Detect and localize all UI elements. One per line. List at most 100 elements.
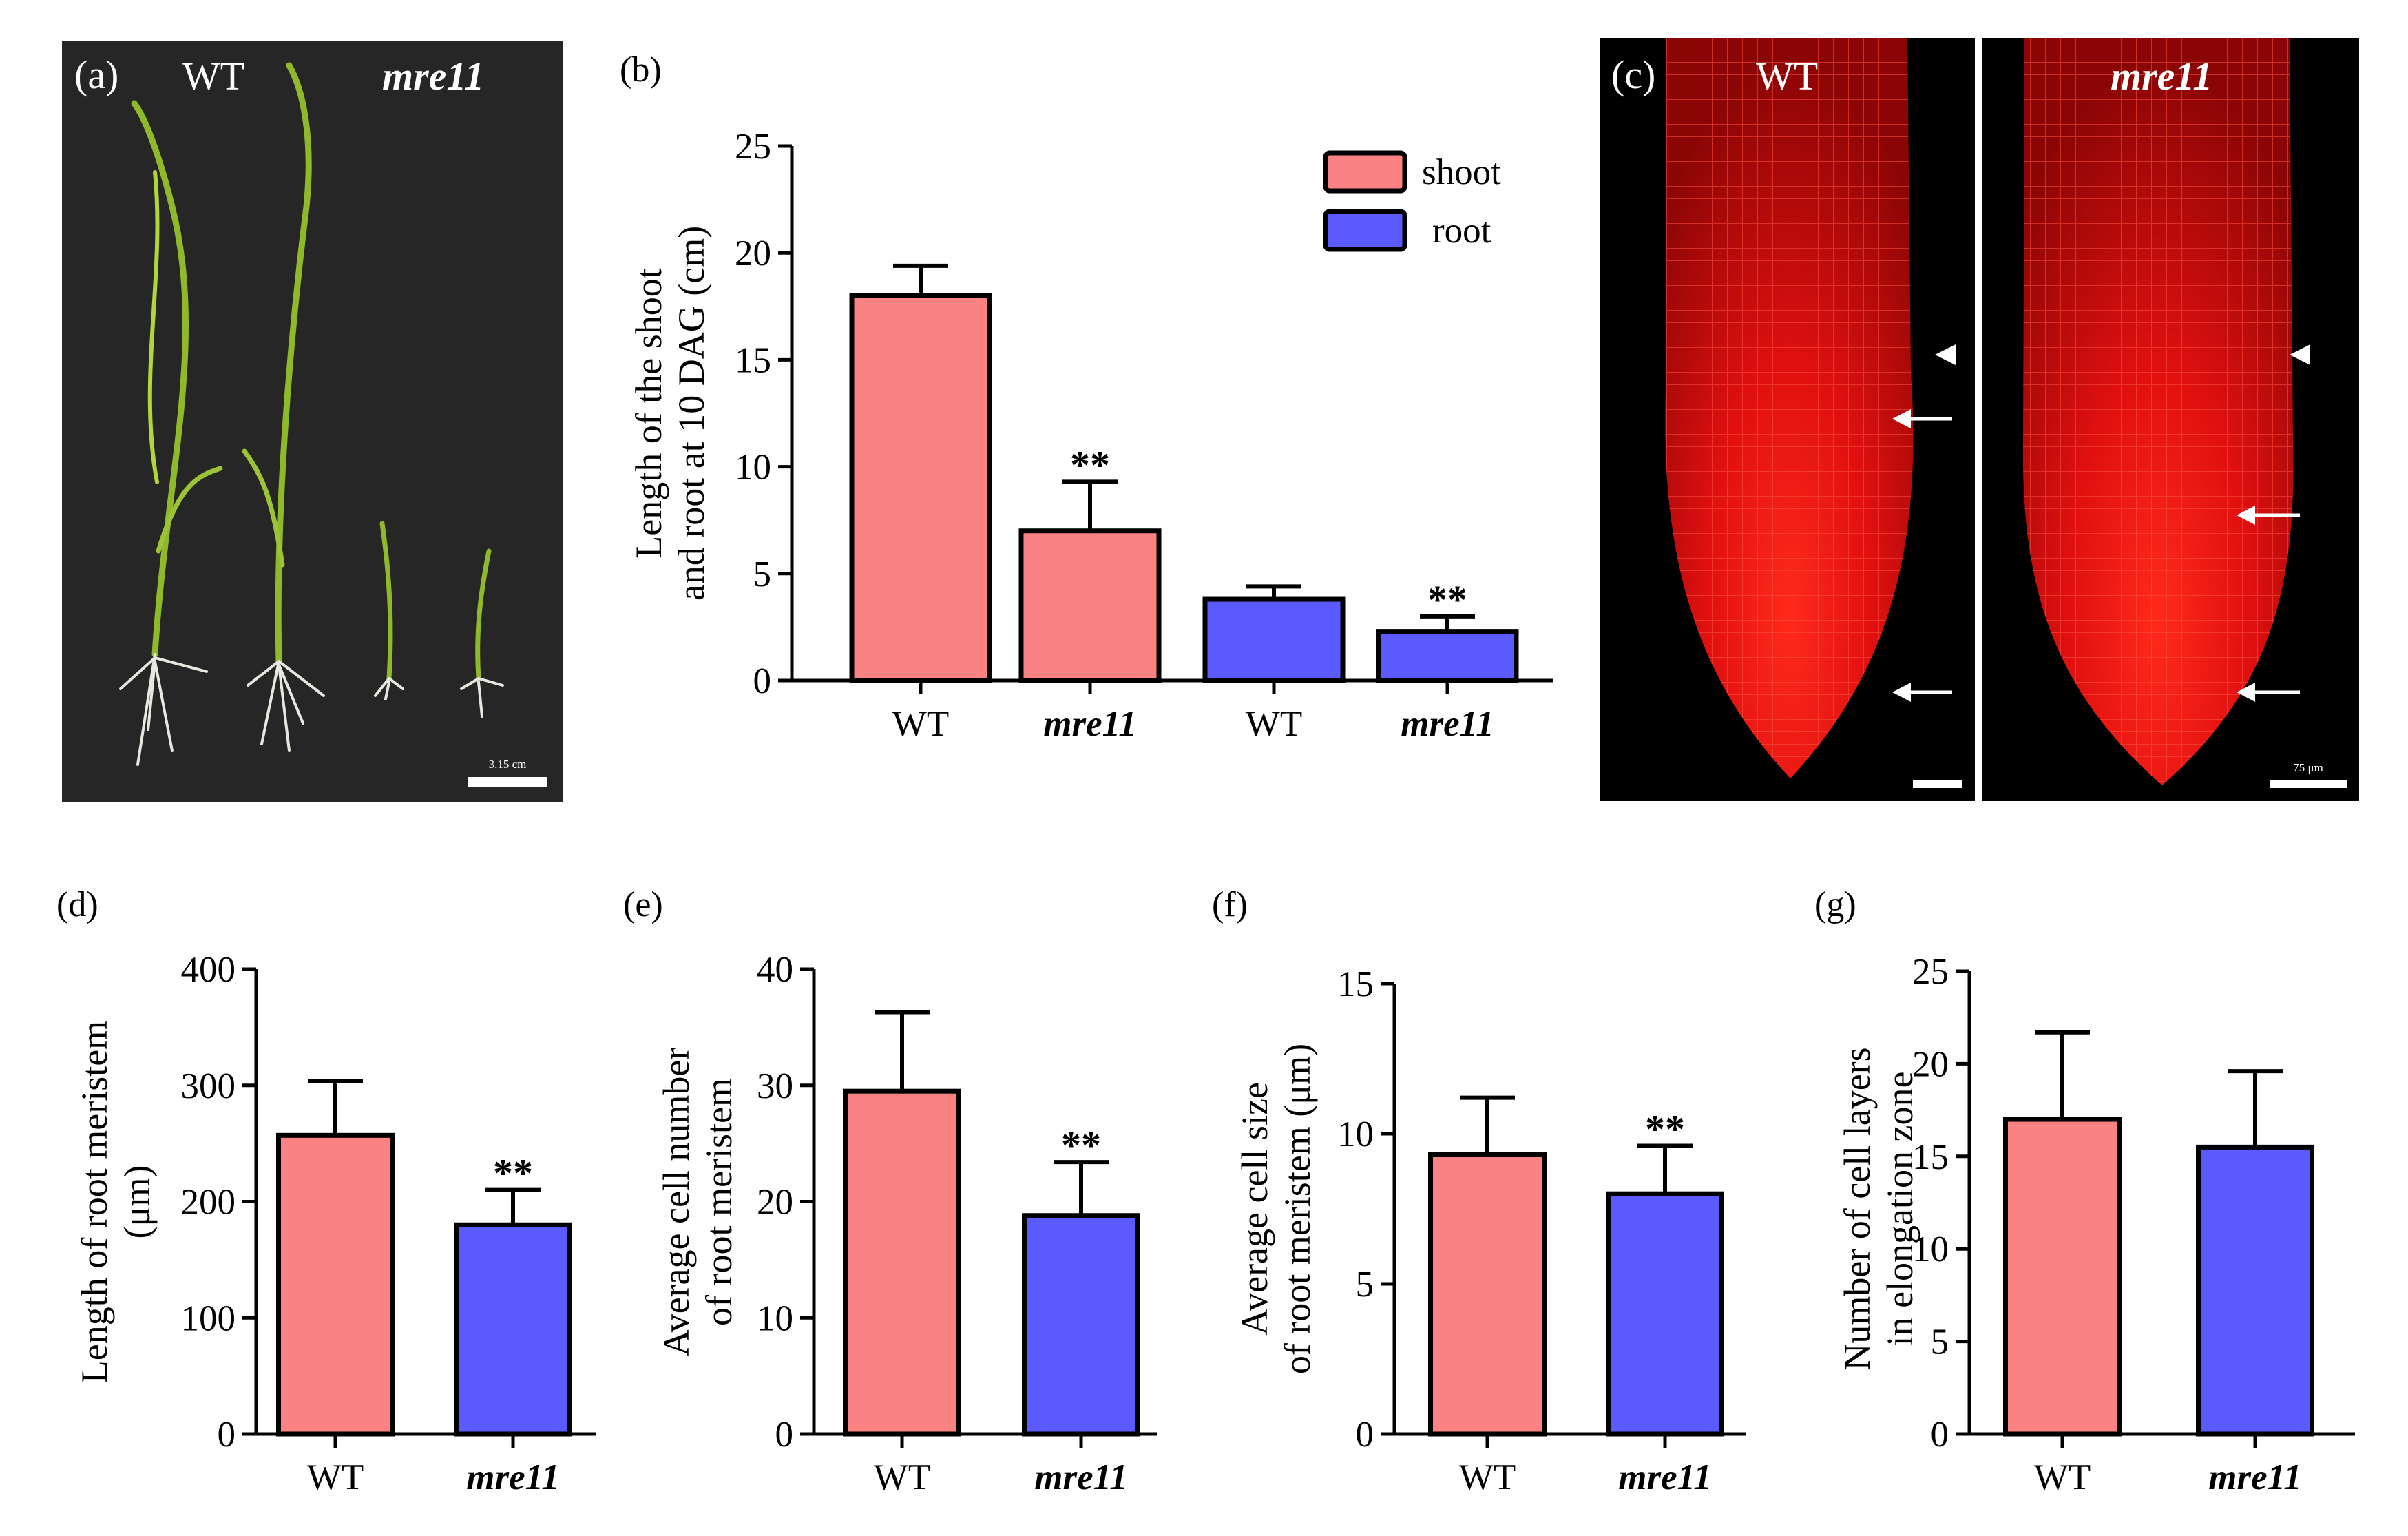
chart-d: (d) 0 100 200 300 400 Length of root meristem(… (56, 885, 596, 1497)
scale-bar-c-mre11 (2270, 780, 2347, 788)
y-tick-label-b: 10 (735, 448, 771, 488)
bar-f-0 (1428, 1152, 1547, 1437)
y-tick-label-d: 100 (181, 1298, 236, 1338)
y-tick-label-g: 25 (1912, 952, 1949, 992)
photo-mre11-label: mre11 (382, 54, 484, 98)
chart-g: (g) 0 5 10 15 20 25 Number of cell layersin elo… (1814, 885, 2355, 1497)
chart-b: (b) 0 5 10 15 20 25 Length of the shootand root… (620, 50, 1553, 744)
photo-wt-label: WT (182, 54, 244, 98)
x-tick-label-f: WT (1459, 1457, 1516, 1497)
y-tick-label-b: 0 (753, 661, 772, 701)
confocal-wt-label: WT (1756, 54, 1818, 98)
mre11-seedling-2 (460, 548, 504, 718)
panel-label-e: (e) (623, 885, 663, 924)
y-axis-label-b: Length of the shootand root at 10 DAG (c… (628, 226, 712, 601)
x-tick-label-d: WT (307, 1457, 364, 1497)
legend-swatch-root (1323, 209, 1407, 252)
y-tick-label-f: 0 (1356, 1415, 1374, 1455)
y-tick-label-e: 0 (775, 1415, 794, 1455)
panel-label-g: (g) (1814, 885, 1856, 924)
confocal-mre11-label: mre11 (2111, 54, 2212, 98)
bar-g-1 (2196, 1144, 2314, 1437)
y-axis-label-line: of root meristem (μm) (1277, 1044, 1318, 1374)
bar-d-0 (276, 1132, 395, 1437)
chart-f: (f) 0 5 10 15 Average cell sizeof root merist… (1212, 885, 1746, 1497)
arrow-marker-mre11-1 (2237, 506, 2300, 525)
significance-mark-f: ** (1645, 1106, 1685, 1151)
panel-label-f: (f) (1212, 885, 1248, 924)
bar-e-1 (1022, 1213, 1140, 1437)
wt-seedling-1 (119, 100, 223, 766)
scale-bar-a (468, 777, 547, 787)
arrow-marker-wt-1 (1892, 409, 1952, 428)
panel-a-label: (a) (74, 52, 118, 97)
scale-bar-c-wt (1913, 780, 1962, 788)
arrow-marker-wt-2 (1892, 683, 1952, 702)
x-tick-label-b: WT (892, 704, 949, 744)
bar-b-1 (1018, 528, 1162, 683)
y-tick-label-e: 30 (757, 1066, 793, 1106)
y-tick-label-d: 300 (181, 1066, 236, 1106)
scale-bar-c-text: 75 μm (2293, 761, 2323, 774)
significance-mark-d: ** (493, 1151, 533, 1196)
x-tick-label-e: WT (874, 1457, 930, 1497)
y-axis-label-d: Length of root meristem(μm) (74, 1021, 158, 1383)
y-tick-label-e: 40 (757, 950, 793, 990)
panel-a: (a) WT mre11 3.15 cm (62, 41, 563, 802)
x-tick-label-f: mre11 (1618, 1457, 1711, 1497)
y-tick-label-d: 400 (181, 950, 236, 990)
y-tick-label-b: 15 (735, 340, 771, 380)
y-axis-label-line: Length of the shoot (628, 268, 669, 558)
bar-e-0 (843, 1088, 961, 1437)
bar-f-1 (1606, 1191, 1724, 1437)
root-tip-mre11-cells (2022, 38, 2294, 785)
y-tick-label-e: 20 (757, 1183, 793, 1223)
bar-charts: (b) 0 5 10 15 20 25 Length of the shootand root… (56, 50, 2355, 1497)
scale-bar-a-text: 3.15 cm (489, 758, 527, 771)
y-axis-label-line: Average cell size (1234, 1082, 1275, 1336)
y-axis-label-line: Length of root meristem (74, 1021, 115, 1383)
legend-label-shoot: shoot (1422, 152, 1501, 192)
bar-d-1 (454, 1222, 572, 1437)
root-tip-wt-cells (1665, 38, 1914, 778)
arrowhead-marker-wt (1935, 344, 1956, 365)
x-tick-label-g: WT (2034, 1457, 2091, 1497)
panel-c: (c) WT mre11 75 μm (1600, 38, 2359, 801)
y-tick-label-g: 20 (1912, 1044, 1949, 1084)
significance-mark-b: ** (1427, 577, 1467, 622)
arrowhead-marker-mre11 (2290, 344, 2310, 365)
y-axis-label-e: Average cell numberof root meristem (656, 1048, 740, 1357)
y-axis-label-line: Average cell number (656, 1048, 697, 1357)
legend-swatch-shoot (1323, 150, 1407, 194)
x-tick-label-e: mre11 (1034, 1457, 1127, 1497)
y-axis-label-f: Average cell sizeof root meristem (μm) (1234, 1044, 1318, 1374)
panel-c-label: (c) (1611, 52, 1655, 97)
y-axis-label-line: of root meristem (698, 1078, 740, 1326)
y-tick-label-d: 0 (218, 1415, 236, 1455)
x-tick-label-g: mre11 (2208, 1457, 2301, 1497)
bar-b-0 (849, 293, 992, 683)
y-axis-label-line: and root at 10 DAG (cm) (671, 226, 712, 601)
x-tick-label-b: mre11 (1043, 704, 1136, 744)
bar-b-2 (1202, 596, 1346, 683)
significance-mark-b: ** (1070, 442, 1110, 487)
y-axis-label-line: Number of cell layers (1836, 1047, 1878, 1370)
y-tick-label-g: 0 (1931, 1415, 1949, 1455)
chart-e: (e) 0 10 20 30 40 Average cell numberof root m… (623, 885, 1157, 1497)
y-tick-label-f: 15 (1337, 964, 1374, 1004)
y-axis-label-line: (μm) (116, 1165, 158, 1239)
y-tick-label-f: 5 (1356, 1265, 1374, 1305)
x-tick-label-b: mre11 (1401, 704, 1494, 744)
panel-label-b: (b) (620, 50, 662, 90)
y-tick-label-g: 10 (1912, 1229, 1949, 1269)
arrow-marker-mre11-2 (2237, 683, 2300, 702)
y-axis-label-line: in elongation zone (1879, 1072, 1920, 1347)
significance-mark-e: ** (1061, 1123, 1101, 1167)
y-tick-label-f: 10 (1337, 1114, 1374, 1154)
x-tick-label-d: mre11 (466, 1457, 559, 1497)
x-tick-label-b: WT (1246, 704, 1302, 744)
y-tick-label-b: 5 (753, 554, 772, 594)
y-axis-label-g: Number of cell layersin elongation zone (1836, 1047, 1920, 1370)
y-tick-label-g: 15 (1912, 1137, 1949, 1177)
